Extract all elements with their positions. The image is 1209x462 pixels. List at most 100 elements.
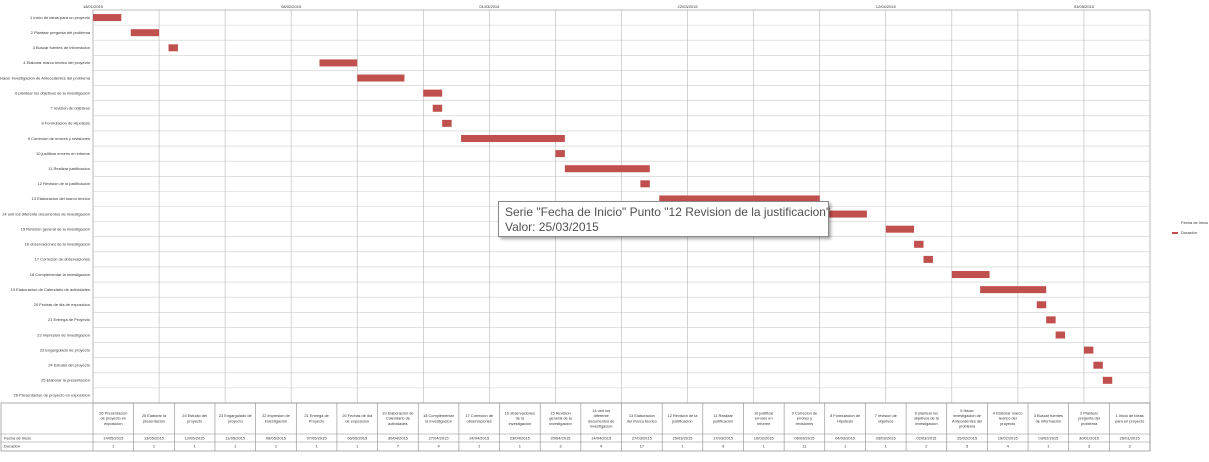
axis-date-label: 18/01/2015 — [83, 4, 104, 9]
table-task-label: presentacion — [143, 418, 165, 423]
table-task-label: de proyecto en — [100, 416, 126, 421]
duration-bar — [357, 74, 405, 82]
table-task-label: Calendario de — [386, 416, 410, 421]
table-duration: 17 — [640, 444, 645, 449]
task-label: 5 Hacer investigacion de Antecedentes de… — [0, 75, 91, 80]
table-task-label: investigacion — [549, 421, 572, 426]
axis-date-label: 03/05/2015 — [1074, 4, 1095, 9]
duration-bar — [914, 240, 924, 248]
table-start-date: 06/05/2015 — [347, 436, 368, 441]
task-label: 23 Engargolado de proyecto — [40, 347, 91, 352]
table-start-date: 20/04/2015 — [551, 436, 572, 441]
table-duration: 7 — [397, 444, 400, 449]
table-task-label: 9 Correcion de — [792, 411, 818, 416]
duration-bar — [1046, 316, 1056, 324]
table-task-label: proyecto — [187, 418, 202, 423]
table-task-label: 2 Plantear — [1080, 411, 1098, 416]
table-start-date: 27/03/2015 — [632, 436, 653, 441]
table-task-label: 14 unir los — [592, 408, 610, 413]
duration-bar — [168, 44, 178, 52]
table-task-label: proyecto — [228, 418, 243, 423]
legend-label-duration: Duración — [1181, 230, 1198, 235]
table-start-date: 02/03/2015 — [916, 436, 937, 441]
table-task-label: de la — [516, 416, 525, 421]
table-duration: 1 — [356, 444, 359, 449]
table-task-label: de exposicion — [345, 418, 369, 423]
table-task-label: de informacion — [1036, 418, 1062, 423]
table-task-label: investigacion de — [953, 413, 981, 418]
duration-bar — [555, 150, 565, 158]
table-start-date: 11/05/2015 — [225, 436, 245, 441]
table-duration: 3 — [1129, 444, 1132, 449]
table-task-label: investigacion — [265, 418, 288, 423]
duration-bar — [951, 271, 990, 279]
table-task-label: 15 Revision — [550, 411, 570, 416]
table-duration: 1 — [112, 444, 115, 449]
table-task-label: 20 Fechas de dia — [342, 413, 373, 418]
table-task-label: general de la — [549, 416, 572, 421]
table-duration: 1 — [1047, 444, 1050, 449]
table-task-label: 7 revision de — [875, 413, 897, 418]
table-start-date: 19/02/2015 — [998, 436, 1019, 441]
table-duration: 1 — [519, 444, 522, 449]
duration-bar — [130, 29, 160, 37]
table-task-label: 22 impresion de — [262, 413, 290, 418]
table-task-label: 4 Elaborar marco — [993, 411, 1023, 416]
duration-bar — [564, 165, 650, 173]
duration-bar — [1036, 301, 1047, 309]
task-label: 18 Complementar la investigacion — [30, 272, 90, 277]
task-label: 16 observaciones de la investigacion — [25, 242, 90, 247]
duration-bar — [319, 59, 358, 67]
duration-bar — [980, 286, 1047, 294]
table-task-label: 13 Elaboracion — [629, 413, 655, 418]
table-task-label: 12 Revision de la — [668, 413, 699, 418]
table-task-label: 18 Complementar — [423, 413, 455, 418]
axis-date-label: 12/04/2015 — [876, 4, 897, 9]
table-task-label: exposicion — [104, 421, 122, 426]
table-row-header: Fecha de Inicio — [4, 436, 32, 441]
tooltip-value-line: Valor: 25/03/2015 — [505, 220, 599, 234]
table-duration: 1 — [763, 444, 766, 449]
legend-label-start: Fecha de Inicio — [1181, 220, 1209, 225]
table-task-label: pregunta del — [1078, 416, 1100, 421]
task-label: 9 Correcion de errores y revisiones — [28, 136, 90, 141]
table-task-label: 8 Formulacion de — [830, 413, 860, 418]
task-label: 22 impresion de investigacion — [37, 332, 90, 337]
table-task-label: justificacion — [712, 418, 733, 423]
task-label: 8 Formulacion de Hipotesis — [42, 121, 90, 126]
task-label: 19 Elaboracion de Calendario de activida… — [11, 287, 90, 292]
table-duration: 1 — [234, 444, 237, 449]
table-task-label: problema — [1081, 421, 1098, 426]
task-label: 2 Plantear pregunta del problema — [31, 30, 91, 35]
table-task-label: 3 Buscar fuentes — [1034, 413, 1063, 418]
table-start-date: 26/01/2015 — [1120, 436, 1141, 441]
axis-date-label: 08/02/2015 — [281, 4, 302, 9]
table-task-label: 19 Elaboracion de — [382, 411, 413, 416]
duration-bar — [923, 255, 933, 263]
task-label: 3 Buscar fuentes de informacion — [33, 45, 90, 50]
duration-bar — [659, 195, 820, 203]
table-task-label: investigacion — [509, 421, 532, 426]
duration-bar — [93, 14, 122, 22]
duration-bar — [640, 180, 650, 188]
task-label: 14 unir los diferente documentos de inve… — [2, 211, 90, 216]
task-label: 4 Elaborar marco teorico del proyecto — [23, 60, 90, 65]
table-task-label: objetivos — [878, 418, 893, 423]
duration-bar — [423, 89, 443, 97]
table-task-label: la investigacion — [425, 418, 452, 423]
task-label: 20 Fechas de dia de exposicion — [34, 302, 90, 307]
duration-bar — [442, 119, 452, 127]
duration-bar — [432, 104, 443, 112]
task-label: 11 Realizar justificacion — [48, 166, 90, 171]
table-task-label: Proyecto — [309, 418, 324, 423]
table-start-date: 23/04/2015 — [510, 436, 531, 441]
task-label: 17 Correcion de observaciones — [35, 257, 90, 262]
tooltip-series-line: Serie "Fecha de Inicio" Punto "12 Revisi… — [505, 205, 831, 219]
task-label: 12 Revision de la justificacion — [38, 181, 90, 186]
task-label: 21 Entrega de Proyecto — [48, 317, 91, 322]
table-duration: 1 — [844, 444, 847, 449]
table-start-date: 07/05/2015 — [307, 436, 328, 441]
table-duration: 11 — [802, 444, 807, 449]
duration-bar — [1102, 376, 1113, 384]
task-label: 1 Inicio de ideas para un proyecto — [30, 15, 91, 20]
